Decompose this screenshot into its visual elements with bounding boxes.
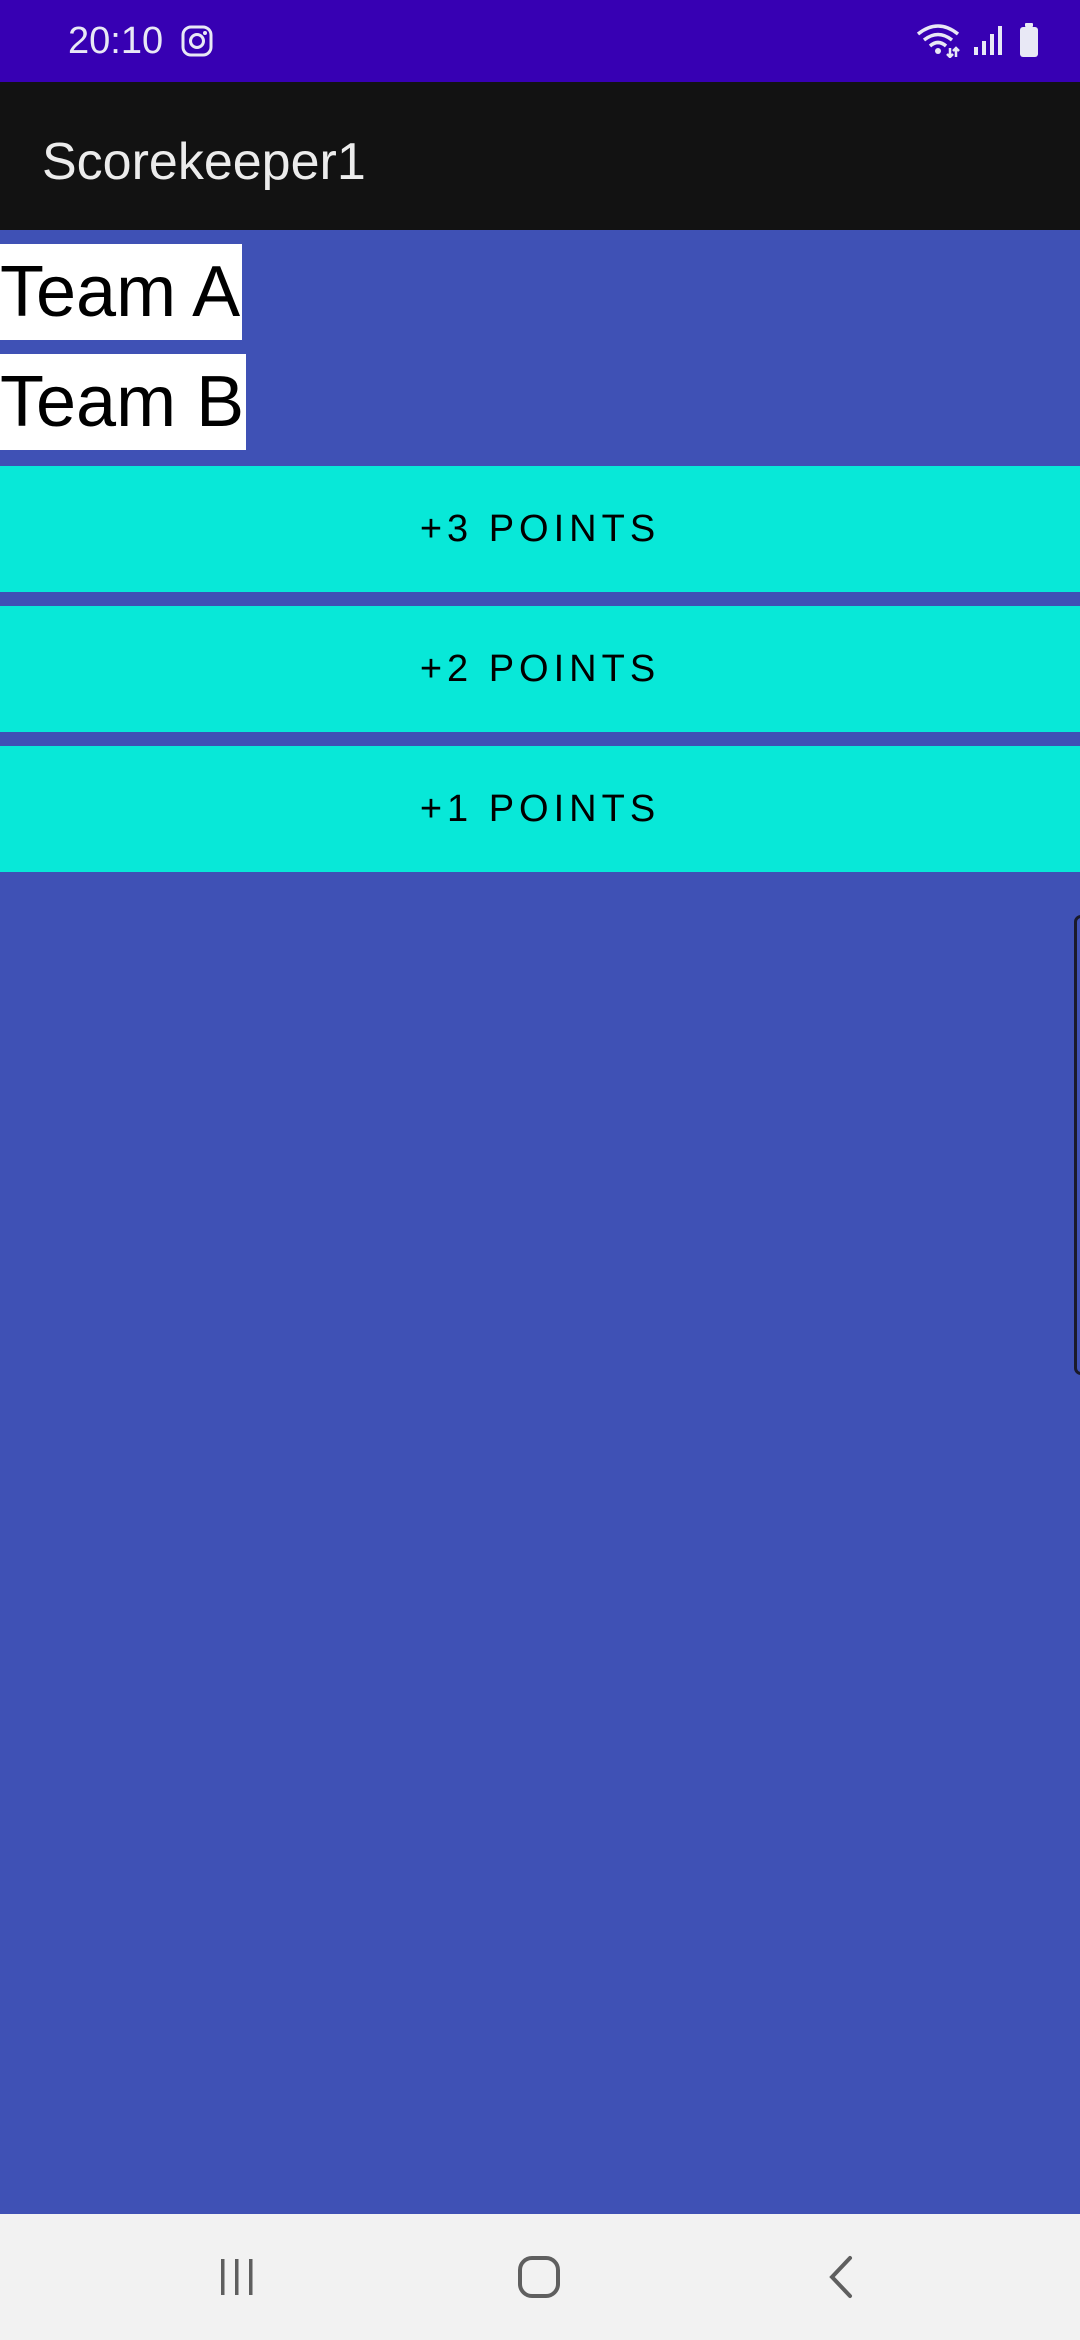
wifi-icon <box>916 22 960 63</box>
recent-apps-icon[interactable] <box>192 2242 282 2312</box>
status-bar: 20:10 <box>0 0 1080 82</box>
team-b-label: Team B <box>0 354 247 450</box>
battery-icon <box>1018 22 1040 63</box>
signal-icon <box>972 23 1006 62</box>
team-a-label: Team A <box>0 244 243 340</box>
navigation-bar <box>0 2214 1080 2340</box>
app-bar: Scorekeeper1 <box>0 82 1080 230</box>
home-icon[interactable] <box>494 2242 584 2312</box>
plus-1-points-button[interactable]: +1 POINTS <box>0 746 1080 872</box>
edge-panel-handle[interactable] <box>1074 915 1080 1375</box>
status-icons <box>916 22 1040 62</box>
app-title: Scorekeeper1 <box>42 133 366 191</box>
status-time: 20:10 <box>68 20 164 62</box>
plus-3-points-button[interactable]: +3 POINTS <box>0 466 1080 592</box>
back-icon[interactable] <box>796 2242 886 2312</box>
instagram-icon <box>180 24 214 58</box>
plus-2-points-button[interactable]: +2 POINTS <box>0 606 1080 732</box>
main-content: Team A Team B +3 POINTS +2 POINTS +1 POI… <box>0 230 1080 2214</box>
